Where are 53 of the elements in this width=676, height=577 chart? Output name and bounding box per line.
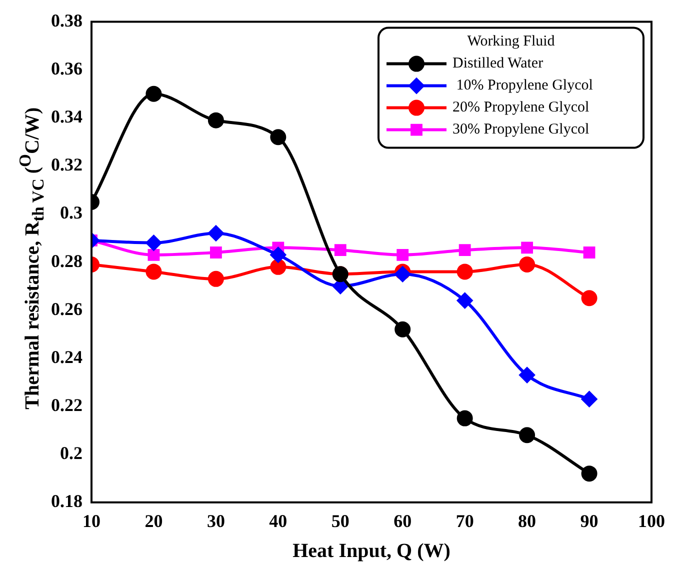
y-tick-label: 0.36 — [51, 58, 82, 79]
y-tick-label: 0.26 — [51, 298, 82, 319]
point — [270, 129, 286, 146]
point — [456, 292, 473, 309]
y-tick-label: 0.18 — [51, 491, 82, 512]
point — [396, 248, 409, 261]
point — [334, 244, 346, 256]
point — [270, 258, 286, 275]
x-tick-label: 80 — [518, 510, 536, 531]
x-tick-label: 50 — [331, 510, 350, 531]
point — [583, 246, 596, 258]
y-tick-label: 0.32 — [51, 154, 82, 175]
x-axis-title: Heat Input, Q (W) — [292, 540, 450, 562]
x-tick-label: 30 — [206, 510, 225, 531]
y-tick-label: 0.3 — [60, 202, 82, 223]
legend-label: 20% Propylene Glycol — [452, 100, 590, 116]
x-tick-label: 100 — [638, 510, 665, 531]
point — [146, 86, 162, 102]
point — [208, 112, 224, 128]
point — [456, 410, 473, 426]
point — [210, 246, 222, 258]
x-tick-label: 60 — [394, 510, 412, 531]
y-tick-label: 0.38 — [51, 10, 82, 30]
y-tick-label: 0.28 — [51, 250, 82, 271]
y-tick-label: 0.34 — [51, 106, 82, 127]
y-tick-label: 0.24 — [51, 346, 82, 367]
point — [146, 234, 162, 251]
point — [581, 290, 598, 306]
point — [519, 427, 536, 444]
point — [521, 242, 534, 254]
x-tick-label: 20 — [144, 510, 163, 531]
point — [456, 264, 473, 280]
legend-label: 30% Propylene Glycol — [452, 122, 590, 138]
point — [394, 321, 411, 338]
point — [581, 391, 598, 408]
point — [270, 246, 286, 263]
y-tick-label: 0.22 — [51, 394, 82, 415]
point — [146, 264, 162, 280]
point — [208, 270, 224, 287]
point — [519, 256, 536, 273]
x-tick-label: 90 — [580, 510, 598, 531]
x-tick-label: 10 — [82, 510, 100, 531]
point — [148, 248, 160, 261]
x-tick-label: 40 — [269, 510, 288, 531]
legend-label: 10% Propylene Glycol — [452, 78, 593, 94]
point — [458, 244, 471, 256]
legend-title: Working Fluid — [467, 34, 556, 50]
point — [519, 367, 536, 384]
point — [208, 225, 224, 242]
x-tick-label: 70 — [456, 510, 474, 531]
legend-label: Distilled Water — [452, 56, 544, 72]
point — [581, 466, 598, 482]
y-tick-label: 0.2 — [60, 442, 82, 463]
